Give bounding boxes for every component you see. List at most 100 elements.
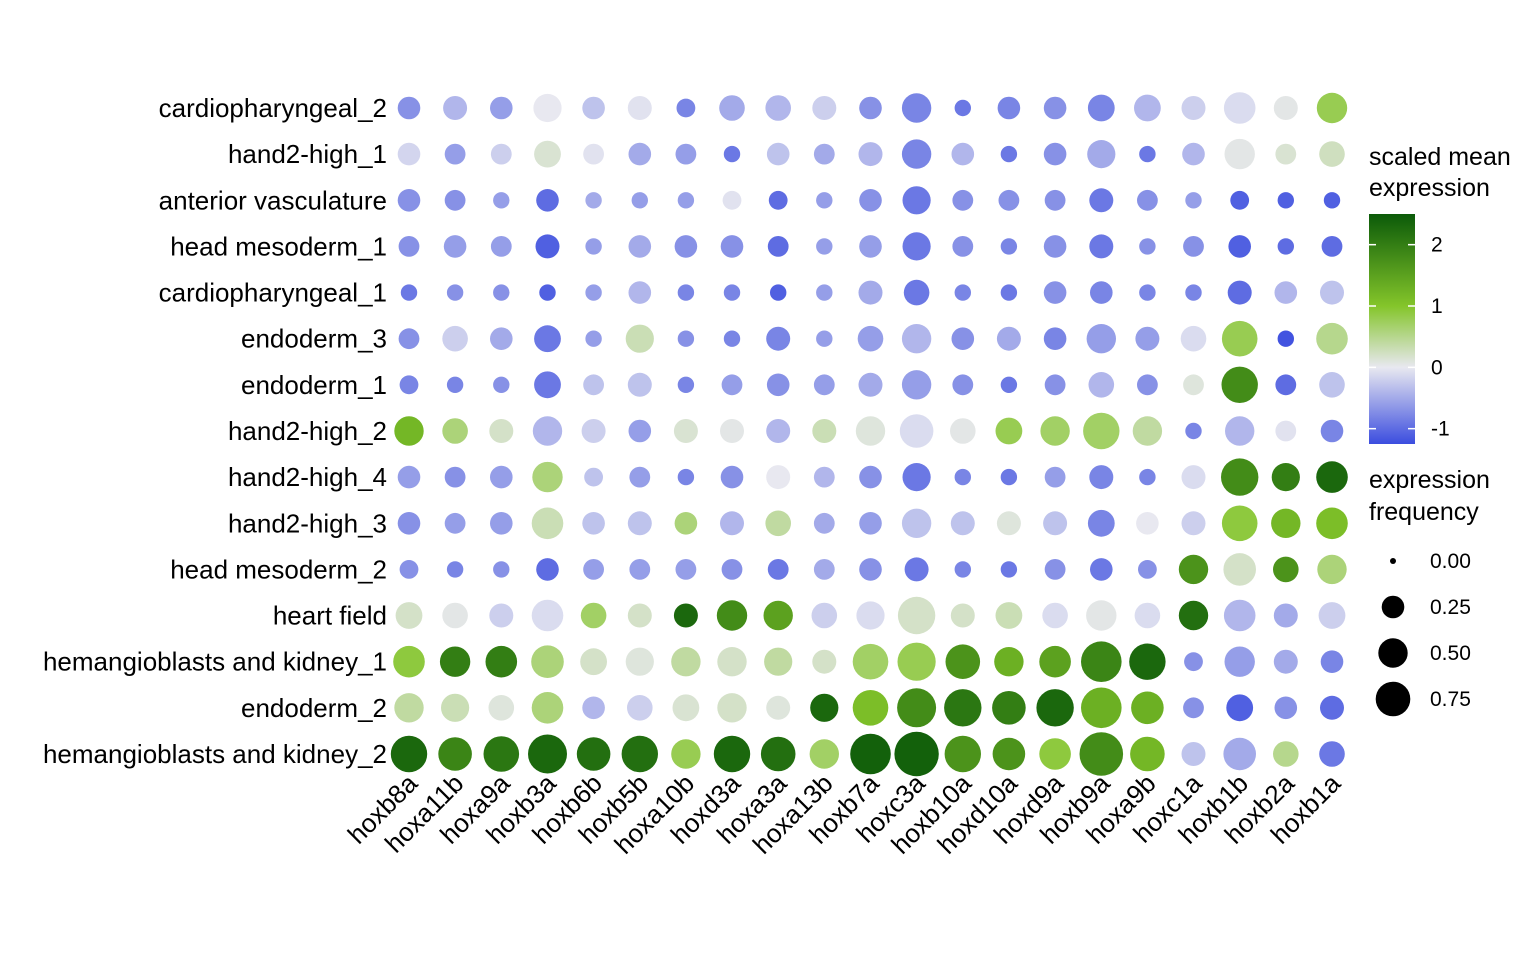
- y-tick-label: head mesoderm_2: [170, 554, 387, 584]
- dot-hoxa11b-row-8: [444, 466, 466, 488]
- dot-hoxa13b-row-12: [812, 649, 837, 674]
- dot-hoxd3a-row-3: [720, 235, 744, 258]
- dot-hoxa9a-row-14: [483, 736, 520, 772]
- y-tick-label: hand2-high_3: [228, 508, 387, 538]
- dot-hoxa9a-row-13: [488, 695, 515, 721]
- dot-hoxb1a-row-14: [1319, 741, 1345, 767]
- dot-hoxa3a-row-6: [766, 373, 790, 397]
- colorbar-tick-label: 1: [1431, 295, 1443, 318]
- dot-hoxa10b-row-12: [671, 647, 701, 677]
- dot-hoxc3a-row-1: [901, 139, 932, 169]
- dot-hoxb1a-row-8: [1316, 461, 1348, 493]
- dot-hoxb1b-row-6: [1221, 366, 1258, 403]
- y-tick-label: anterior vasculature: [159, 185, 387, 215]
- dot-hoxb2a-row-6: [1275, 374, 1297, 396]
- dot-hoxd10a-row-13: [992, 691, 1026, 725]
- dot-hoxa3a-row-0: [765, 95, 791, 121]
- dot-hoxb10a-row-10: [954, 561, 971, 578]
- dot-hoxb6b-row-2: [585, 192, 602, 209]
- dot-hoxa3a-row-8: [766, 465, 791, 490]
- dot-hoxd3a-row-14: [713, 735, 751, 773]
- dot-hoxa11b-row-4: [446, 284, 464, 301]
- dot-hoxb1b-row-12: [1224, 646, 1255, 677]
- dot-hoxa10b-row-13: [672, 694, 700, 722]
- dot-hoxb2a-row-0: [1273, 96, 1298, 120]
- dot-hoxa9b-row-13: [1131, 691, 1164, 725]
- dot-hoxb9a-row-11: [1086, 600, 1117, 631]
- dot-hoxb6b-row-0: [582, 96, 605, 120]
- dot-hoxa9b-row-8: [1139, 468, 1156, 486]
- dot-hoxd9a-row-14: [1039, 738, 1071, 770]
- dot-hoxb2a-row-2: [1277, 192, 1295, 209]
- dot-hoxd10a-row-4: [1000, 284, 1018, 301]
- dot-hoxa11b-row-7: [442, 418, 468, 444]
- dot-hoxd9a-row-9: [1043, 511, 1068, 536]
- dot-hoxb5b-row-11: [627, 603, 652, 628]
- dot-hoxa10b-row-2: [677, 192, 695, 209]
- dot-hoxd10a-row-2: [998, 189, 1020, 211]
- dot-hoxb5b-row-8: [629, 466, 651, 488]
- dot-hoxb7a-row-1: [858, 142, 883, 167]
- dot-hoxd9a-row-8: [1044, 466, 1066, 488]
- dot-hoxa11b-row-5: [442, 325, 468, 352]
- dot-hoxd3a-row-12: [717, 647, 747, 677]
- y-tick-label: endoderm_1: [241, 370, 387, 400]
- dot-hoxa11b-row-0: [443, 96, 468, 120]
- dot-hoxb8a-row-4: [400, 284, 418, 301]
- x-axis-gene-labels: hoxb8ahoxa11bhoxa9ahoxb3ahoxb6bhoxb5bhox…: [342, 768, 1347, 860]
- dot-hoxb1b-row-2: [1230, 190, 1250, 210]
- dot-hoxb1a-row-5: [1316, 322, 1348, 355]
- dot-hoxb8a-row-10: [399, 560, 419, 579]
- dot-hoxc3a-row-6: [901, 370, 932, 400]
- dot-hoxd10a-row-6: [1000, 376, 1018, 393]
- size-legend-label: 0.25: [1430, 596, 1471, 619]
- dot-hoxb6b-row-1: [583, 143, 604, 165]
- color-legend: scaled mean expression 2 1 0 -1: [1369, 143, 1511, 444]
- dot-hoxd3a-row-8: [720, 465, 744, 489]
- dot-hoxb3a-row-11: [531, 599, 564, 632]
- dot-hoxb7a-row-10: [859, 558, 882, 581]
- dot-hoxb3a-row-4: [539, 284, 556, 301]
- dot-hoxb2a-row-12: [1273, 649, 1298, 674]
- dot-hoxb1b-row-13: [1226, 694, 1254, 722]
- dot-hoxb10a-row-9: [950, 511, 975, 536]
- dot-hoxa13b-row-13: [810, 693, 839, 722]
- dot-hoxd9a-row-2: [1044, 189, 1066, 211]
- dot-hoxb7a-row-11: [856, 601, 885, 630]
- dot-hoxb1a-row-1: [1319, 141, 1345, 167]
- dot-hoxb3a-row-6: [534, 371, 561, 399]
- dot-hoxa3a-row-3: [767, 236, 789, 257]
- dot-hoxa11b-row-9: [444, 512, 466, 534]
- dot-hoxb5b-row-3: [628, 235, 652, 258]
- dot-hoxb10a-row-6: [952, 374, 974, 396]
- dot-hoxb3a-row-14: [528, 734, 567, 774]
- dot-hoxa9b-row-6: [1137, 374, 1158, 396]
- dot-hoxa9b-row-5: [1135, 326, 1160, 351]
- dot-hoxa9b-row-7: [1132, 416, 1163, 446]
- dot-hoxd3a-row-11: [716, 600, 748, 631]
- dot-hoxd9a-row-4: [1043, 281, 1067, 304]
- dot-hoxa13b-row-9: [813, 512, 835, 534]
- dot-hoxd9a-row-5: [1043, 327, 1067, 351]
- dot-hoxa10b-row-14: [671, 739, 701, 769]
- dot-hoxb10a-row-3: [952, 236, 974, 257]
- dot-hoxd10a-row-11: [995, 602, 1023, 629]
- dot-hoxb3a-row-10: [536, 558, 559, 581]
- dot-hoxa9a-row-2: [493, 192, 510, 209]
- dot-hoxb7a-row-3: [859, 235, 882, 258]
- size-legend-label: 0.00: [1430, 550, 1471, 573]
- dot-hoxb1b-row-11: [1223, 599, 1256, 632]
- dot-hoxb9a-row-8: [1089, 465, 1114, 490]
- dot-hoxa11b-row-14: [438, 737, 472, 771]
- y-tick-label: hemangioblasts and kidney_2: [43, 739, 387, 769]
- dot-hoxa11b-row-1: [444, 143, 466, 165]
- dot-hoxb9a-row-13: [1081, 687, 1122, 729]
- dot-hoxc3a-row-2: [902, 186, 931, 215]
- dot-hoxa3a-row-4: [770, 284, 787, 301]
- dot-hoxa10b-row-4: [677, 284, 695, 301]
- dot-hoxb10a-row-13: [944, 689, 982, 727]
- dot-hoxb2a-row-1: [1275, 143, 1297, 165]
- dot-hoxa9a-row-7: [489, 419, 514, 443]
- dot-hoxa9a-row-3: [490, 236, 512, 257]
